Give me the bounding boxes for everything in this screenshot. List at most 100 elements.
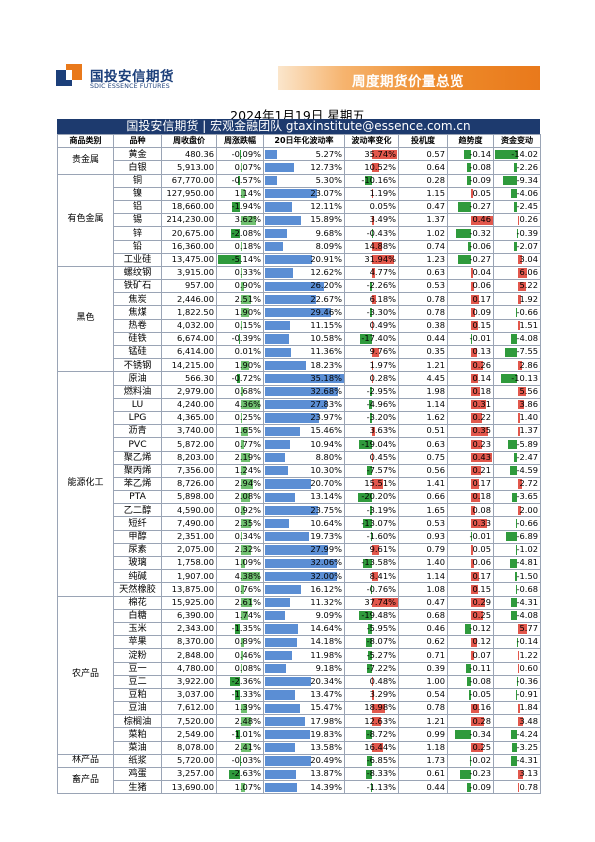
volchg-value: -3.20% [366,412,396,423]
fund-bar [517,255,523,265]
vol-cell: 20.70% [263,476,345,492]
chg-bar [240,782,246,792]
spec-cell: 1.65 [398,503,448,518]
fund-value: -1.50 [516,570,538,581]
trend-value: 0.25 [472,741,491,752]
vol-cell: 15.46% [263,424,345,439]
vol-bar [265,321,291,331]
vol-value: 19.83% [310,728,342,739]
vol-value: 11.98% [310,649,342,660]
table-row: 畜产品 鸡蛋 3,257.00 -2.63% 13.87% -8.33% 0.61 -0.23… [57,766,541,795]
spec-cell: 1.14 [398,397,448,412]
close-cell: 4,365.00 [161,410,217,426]
trend-bar [471,281,474,291]
table-row: 锌 20,675.00 -2.08% 9.68% -0.43% 1.02 -0.32 -0.3… [58,226,541,241]
category-cell: 黑色 [57,265,114,373]
trend-value: -0.02 [469,755,491,766]
spec-cell: 1.62 [398,410,448,426]
spec-cell: 1.15 [398,186,448,201]
chg-value: 3.62% [234,214,261,225]
close-cell: 7,356.00 [161,463,217,478]
volchg-bar [372,703,386,713]
trend-value: 0.31 [472,399,491,410]
close-cell: 566.30 [161,371,217,386]
volchg-bar [367,664,372,674]
table-row: 纯碱 1,907.00 4.38% 32.00% 8.41% 1.14 0.17 -1.50 [58,569,541,584]
fund-bar [517,624,527,634]
name-cell: 尿素 [113,542,162,558]
vol-cell: 10.64% [263,516,345,531]
chg-cell: -0.03% [216,753,264,769]
vol-value: 15.46% [310,425,342,436]
close-cell: 6,674.00 [161,331,217,347]
vol-cell: 23.75% [263,503,345,518]
fund-value: -2.45 [516,201,538,212]
table-row: 聚丙烯 7,356.00 1.24% 10.30% -7.57% 0.56 0.21 -4.5… [58,463,541,478]
volchg-bar [371,584,372,595]
name-cell: 聚乙烯 [113,450,162,465]
trend-value: 0.21 [472,465,491,476]
vol-cell: 20.91% [263,252,345,267]
chg-cell: 1.74% [216,608,264,623]
trend-bar [466,782,471,792]
fund-cell: -0.68 [493,582,541,597]
chg-cell: 3.62% [216,213,264,228]
fund-bar [517,360,523,370]
chg-cell: 0.68% [216,384,264,399]
close-cell: 4,240.00 [161,397,217,412]
fund-value: 0.78 [519,781,538,792]
chg-value: 0.76% [234,583,261,594]
trend-cell: -0.09 [447,173,494,188]
volchg-bar [372,255,394,265]
chg-bar [240,584,244,595]
name-cell: 热卷 [113,318,162,333]
chg-cell: 0.07% [216,160,264,175]
fund-bar [508,439,518,449]
fund-value: -0.36 [516,676,538,687]
vol-cell: 32.68% [263,384,345,399]
chg-cell: 1.24% [216,463,264,478]
trend-bar [471,307,476,318]
fund-value: 5.77 [519,623,538,634]
fund-value: -0.66 [516,517,538,528]
fund-bar [512,743,518,753]
volchg-value: 3.63% [369,425,396,436]
volchg-bar [367,624,372,634]
futures-overview-table: 国投安信期货 | 宏观金融团队 gtaxinstitute@essence.co… [57,119,541,795]
spec-cell: 0.47 [398,595,448,610]
chg-value: 0.68% [234,385,261,396]
chg-cell: 1.39% [216,701,264,716]
close-cell: 214,230.00 [161,213,217,228]
volchg-cell: -6.85% [344,753,399,769]
table-row: 玻璃 1,758.00 1.09% 32.06% -13.58% 1.40 0.06 -4.8… [58,555,541,571]
trend-bar [471,426,488,436]
chg-value: 2.41% [234,741,261,752]
volchg-value: -1.60% [366,530,396,541]
table-row: 铅 16,360.00 0.18% 8.09% 14.88% 0.74 -0.06 -2.07 [58,239,541,254]
trend-cell: 0.25 [447,740,494,755]
trend-value: 0.26 [472,359,491,370]
team-contact-header: 国投安信期货 | 宏观金融团队 gtaxinstitute@essence.co… [57,119,540,134]
chg-bar [240,242,242,252]
chg-value: 2.35% [234,517,261,528]
fund-bar [517,664,519,674]
volchg-cell: 16.44% [344,740,399,755]
volchg-value: 1.19% [369,188,396,199]
trend-value: 0.05 [472,544,491,555]
spec-cell: 0.53 [398,279,448,294]
fund-bar [510,611,518,621]
trend-bar [471,650,475,660]
fund-value: -0.68 [516,583,538,594]
vol-bar [265,413,319,423]
chg-bar [236,729,241,740]
close-cell: 1,758.00 [161,555,217,571]
trend-cell: 0.18 [447,384,494,399]
trend-bar [471,558,474,568]
vol-value: 19.73% [310,530,342,541]
volchg-bar [358,492,372,502]
chg-cell: -0.72% [216,371,264,386]
volchg-value: -10.16% [361,174,396,185]
vol-cell: 27.99% [263,542,345,558]
vol-bar [265,479,312,489]
chg-value: 2.32% [234,544,261,555]
